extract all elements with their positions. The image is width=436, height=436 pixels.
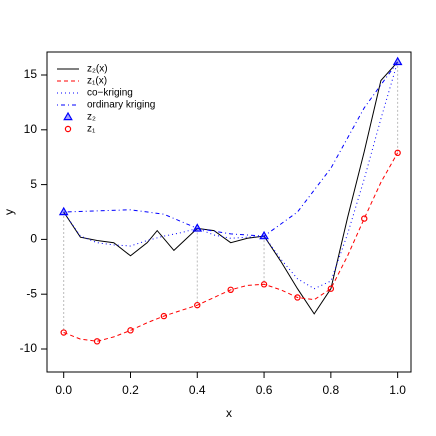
- point: [194, 301, 201, 309]
- legend-marker: [64, 125, 72, 133]
- y-tick-label: -10: [20, 341, 38, 355]
- y-tick-label: 0: [30, 232, 37, 246]
- x-tick-label: 1.0: [389, 383, 406, 397]
- legend-label: z₁(x): [87, 76, 107, 87]
- point: [260, 281, 268, 288]
- plot-frame: [46, 51, 412, 373]
- legend-label: z₁: [87, 124, 96, 135]
- point: [227, 286, 234, 294]
- line: [63, 152, 399, 342]
- x-tick-label: 0.4: [189, 383, 206, 397]
- x-tick-label: 0.6: [256, 383, 273, 397]
- point: [394, 149, 401, 157]
- legend-label: ordinary kriging: [87, 100, 155, 111]
- line: [63, 61, 398, 315]
- y-tick-label: 15: [24, 67, 38, 81]
- x-axis-label: x: [226, 406, 232, 420]
- point: [127, 327, 134, 334]
- y-tick-label: -5: [26, 286, 37, 300]
- point: [93, 338, 101, 345]
- x-tick-label: 0.2: [122, 383, 139, 397]
- point: [327, 285, 335, 292]
- legend-marker: [63, 111, 73, 121]
- point: [160, 312, 168, 320]
- point: [294, 294, 301, 301]
- legend-label: z₂: [87, 112, 96, 123]
- legend-label: co−kriging: [87, 88, 133, 99]
- y-axis-label: y: [2, 209, 16, 215]
- legend-label: z₂(x): [87, 64, 108, 75]
- y-tick-label: 5: [30, 177, 37, 191]
- point: [60, 329, 67, 336]
- x-tick-label: 0.8: [323, 383, 340, 397]
- point: [58, 206, 69, 216]
- line: [63, 61, 399, 237]
- y-tick-label: 10: [24, 122, 38, 136]
- point: [361, 215, 368, 222]
- point: [392, 56, 403, 66]
- point: [192, 223, 203, 232]
- x-tick-label: 0.0: [55, 383, 72, 397]
- line: [63, 61, 399, 290]
- point: [259, 230, 269, 240]
